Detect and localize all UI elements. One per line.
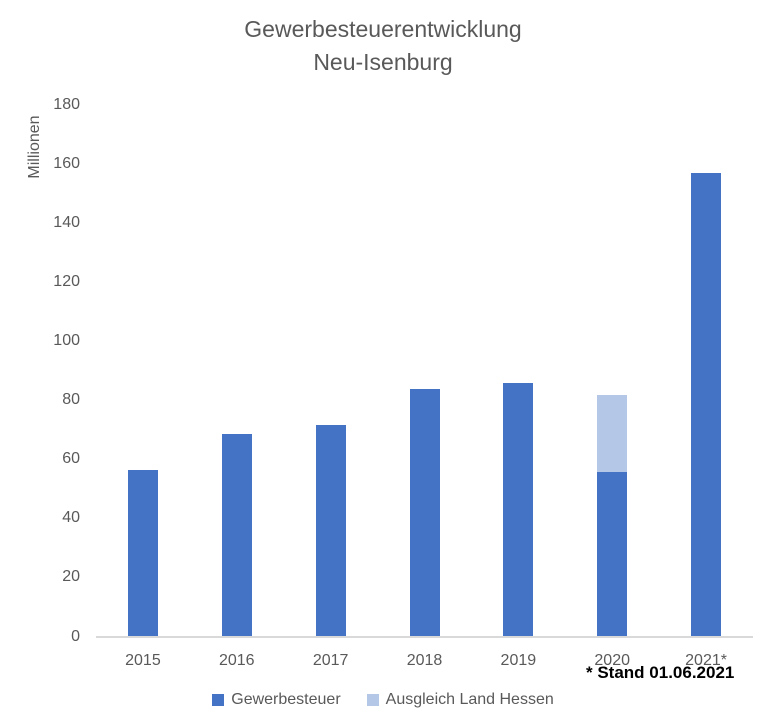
y-tick-label-20: 20 — [62, 568, 80, 586]
x-axis-label-2021: 2021* — [685, 652, 727, 669]
x-axis-label-2017: 2017 — [312, 652, 349, 669]
stand-date-annotation: * Stand 01.06.2021 — [586, 663, 735, 682]
legend-label-ausgleich-land-hessen: Ausgleich Land Hessen — [385, 691, 554, 708]
bar-2015-gewerbesteuer — [127, 470, 158, 636]
x-axis-label-2015: 2015 — [125, 652, 161, 669]
y-tick-label-140: 140 — [53, 213, 80, 231]
y-tick-label-120: 120 — [53, 272, 80, 290]
chart-title-line1: Gewerbesteuerentwicklung — [244, 16, 522, 42]
y-tick-label-160: 160 — [53, 154, 80, 172]
legend-item-gewerbesteuer: Gewerbesteuer — [212, 691, 341, 709]
y-tick-label-100: 100 — [53, 331, 80, 349]
x-axis-label-2019: 2019 — [500, 652, 537, 669]
legend-label-gewerbesteuer: Gewerbesteuer — [231, 691, 341, 708]
bar-2017-gewerbesteuer — [315, 424, 346, 636]
x-axis-label-2016: 2016 — [218, 652, 255, 669]
x-axis-line — [96, 636, 753, 638]
bar-2018-gewerbesteuer — [409, 389, 440, 636]
legend: Gewerbesteuer Ausgleich Land Hessen — [0, 691, 766, 709]
bar-2020-gewerbesteuer — [597, 471, 628, 636]
y-tick-label-40: 40 — [62, 509, 80, 527]
legend-swatch-gewerbesteuer — [212, 694, 225, 706]
y-tick-label-180: 180 — [53, 95, 80, 113]
chart-title: Gewerbesteuerentwicklung Neu-Isenburg — [0, 13, 766, 79]
x-axis-label-2020: 2020 — [594, 652, 630, 669]
y-tick-label-80: 80 — [62, 391, 80, 409]
legend-swatch-ausgleich-land-hessen — [366, 694, 379, 706]
bar-2019-gewerbesteuer — [503, 383, 534, 636]
y-tick-label-60: 60 — [62, 450, 80, 468]
bar-2020-ausgleich-land-hessen — [597, 395, 628, 472]
bar-2016-gewerbesteuer — [221, 433, 252, 636]
bar-2021-gewerbesteuer — [691, 173, 722, 636]
x-axis-label-2018: 2018 — [406, 652, 443, 669]
y-tick-label-0: 0 — [71, 627, 80, 645]
chart-title-line2: Neu-Isenburg — [313, 49, 453, 75]
legend-item-ausgleich-land-hessen: Ausgleich Land Hessen — [366, 691, 554, 709]
